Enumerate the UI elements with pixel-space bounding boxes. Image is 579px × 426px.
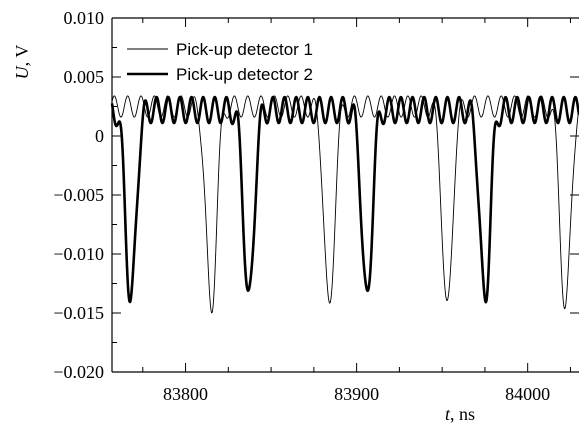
legend-label-1: Pick-up detector 1: [176, 40, 313, 59]
y-tick-label: 0.010: [64, 8, 105, 28]
y-axis-variable: U: [12, 65, 32, 79]
x-axis-label: t, ns: [445, 404, 475, 424]
y-tick-label: −0.005: [53, 185, 104, 205]
y-tick-label: −0.020: [53, 362, 104, 382]
x-tick-label: 84000: [505, 384, 550, 404]
legend: Pick-up detector 1 Pick-up detector 2: [127, 40, 313, 84]
x-axis-unit: ns: [459, 404, 475, 424]
y-tick-label: −0.015: [53, 303, 104, 323]
y-tick-label: −0.010: [53, 244, 104, 264]
series-line-1: [111, 95, 579, 314]
y-axis-unit: V: [12, 45, 32, 58]
x-axis-variable: t: [445, 404, 451, 424]
y-tick-label: 0.005: [64, 67, 105, 87]
y-axis-label: U, V: [12, 45, 32, 80]
svg-text:U, V: U, V: [12, 45, 32, 80]
axes-layer: 0.010 0.005 0 −0.005 −0.010 −0.015 −0.020 83800…: [53, 8, 579, 404]
y-tick-label: 0: [95, 126, 104, 146]
legend-label-2: Pick-up detector 2: [176, 65, 313, 84]
series-line-2: [110, 95, 579, 304]
svg-text:t, ns: t, ns: [445, 404, 475, 424]
x-tick-label: 83800: [163, 384, 208, 404]
x-tick-label: 83900: [334, 384, 379, 404]
series-layer: [110, 95, 579, 314]
